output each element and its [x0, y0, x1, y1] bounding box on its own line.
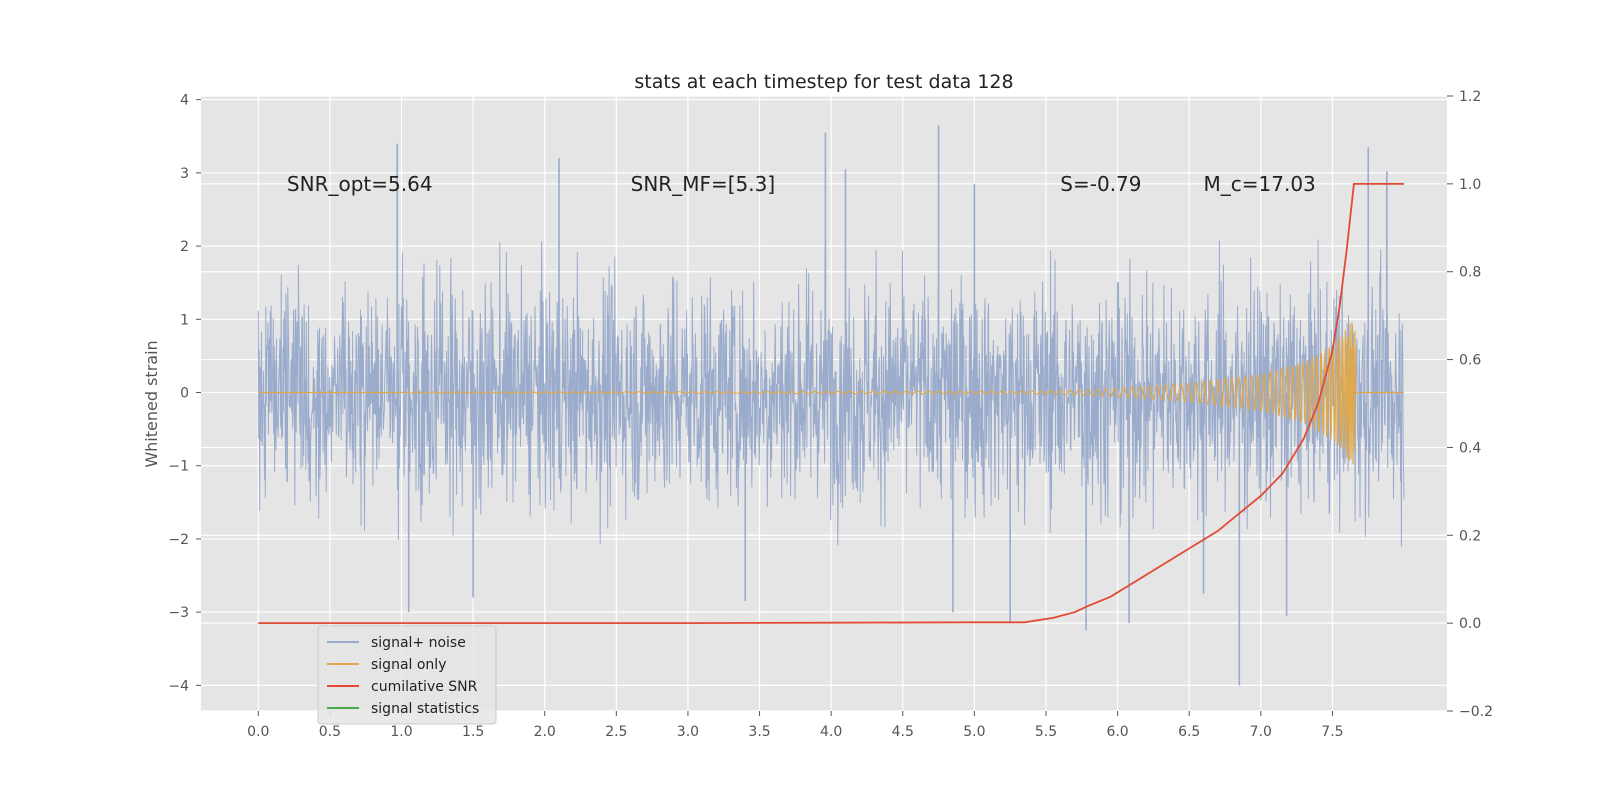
x-tick-label-10: 5.0 [963, 724, 985, 740]
y-tick-label-7: 3 [180, 166, 189, 182]
y-tick-label-0: −4 [168, 678, 189, 694]
y2-tick-label-5: 0.8 [1459, 265, 1481, 281]
y2-tick-label-6: 1.0 [1459, 177, 1481, 193]
y-tick-label-1: −3 [168, 605, 189, 621]
y2-tick-label-0: −0.2 [1459, 704, 1493, 720]
y-tick-label-5: 1 [180, 312, 189, 328]
series-cumulative-snr-line [258, 183, 1404, 624]
y-tick-label-4: 0 [180, 386, 189, 402]
legend-box [317, 625, 497, 725]
series-signal-noise-line [257, 239, 1405, 548]
x-tick-label-3: 1.5 [462, 724, 484, 740]
x-tick-label-15: 7.5 [1321, 724, 1343, 740]
x-tick-label-6: 3.0 [677, 724, 699, 740]
annotations: SNR_opt=5.64 SNR_MF=[5.3] S=-0.79 M_c=17.03 [287, 172, 1316, 196]
y2-tick-label-7: 1.2 [1459, 89, 1481, 105]
y-tick-label-2: −2 [168, 532, 189, 548]
secondary-y-axis: −0.2 0.0 0.2 0.4 0.6 0.8 1.0 1.2 [1447, 89, 1493, 720]
x-tick-label-8: 4.0 [820, 724, 842, 740]
chart-title: stats at each timestep for test data 128 [634, 71, 1013, 93]
x-tick-label-4: 2.0 [534, 724, 556, 740]
legend: signal+ noise signal only cumilative SNR si… [317, 625, 497, 725]
x-tick-label-13: 6.5 [1178, 724, 1200, 740]
y2-tick-label-2: 0.2 [1459, 528, 1481, 544]
y2-tick-label-1: 0.0 [1459, 616, 1481, 632]
y-axis: −4 −3 −2 −1 0 1 2 3 4 [168, 93, 201, 694]
y2-tick-label-3: 0.4 [1459, 440, 1481, 456]
x-tick-label-12: 6.0 [1106, 724, 1128, 740]
legend-label-2: cumilative SNR [371, 679, 478, 695]
x-tick-label-9: 4.5 [892, 724, 914, 740]
annotation-snr-mf: SNR_MF=[5.3] [631, 172, 775, 196]
x-tick-label-14: 7.0 [1250, 724, 1272, 740]
legend-label-1: signal only [371, 657, 446, 673]
x-tick-label-11: 5.5 [1035, 724, 1057, 740]
x-tick-label-2: 1.0 [390, 724, 412, 740]
annotation-mc: M_c=17.03 [1204, 172, 1316, 196]
y-tick-label-6: 2 [180, 239, 189, 255]
annotation-s-stat: S=-0.79 [1060, 172, 1141, 196]
x-tick-label-0: 0.0 [247, 724, 269, 740]
x-tick-label-1: 0.5 [319, 724, 341, 740]
series-signal-only-line [258, 322, 1404, 465]
x-axis: 0.0 0.5 1.0 1.5 2.0 2.5 3.0 3.5 4.0 4.5 5.0 5.5 6.0 6… [247, 711, 1344, 740]
series-layer [257, 125, 1405, 686]
x-tick-label-7: 3.5 [748, 724, 770, 740]
y-tick-label-3: −1 [168, 459, 189, 475]
legend-label-0: signal+ noise [371, 635, 466, 651]
legend-label-3: signal statistics [371, 701, 479, 717]
y2-tick-label-4: 0.6 [1459, 353, 1481, 369]
y-tick-label-8: 4 [180, 93, 189, 109]
y-axis-label: Whitened strain [142, 340, 161, 467]
annotation-snr-opt: SNR_opt=5.64 [287, 172, 433, 196]
x-tick-label-5: 2.5 [605, 724, 627, 740]
